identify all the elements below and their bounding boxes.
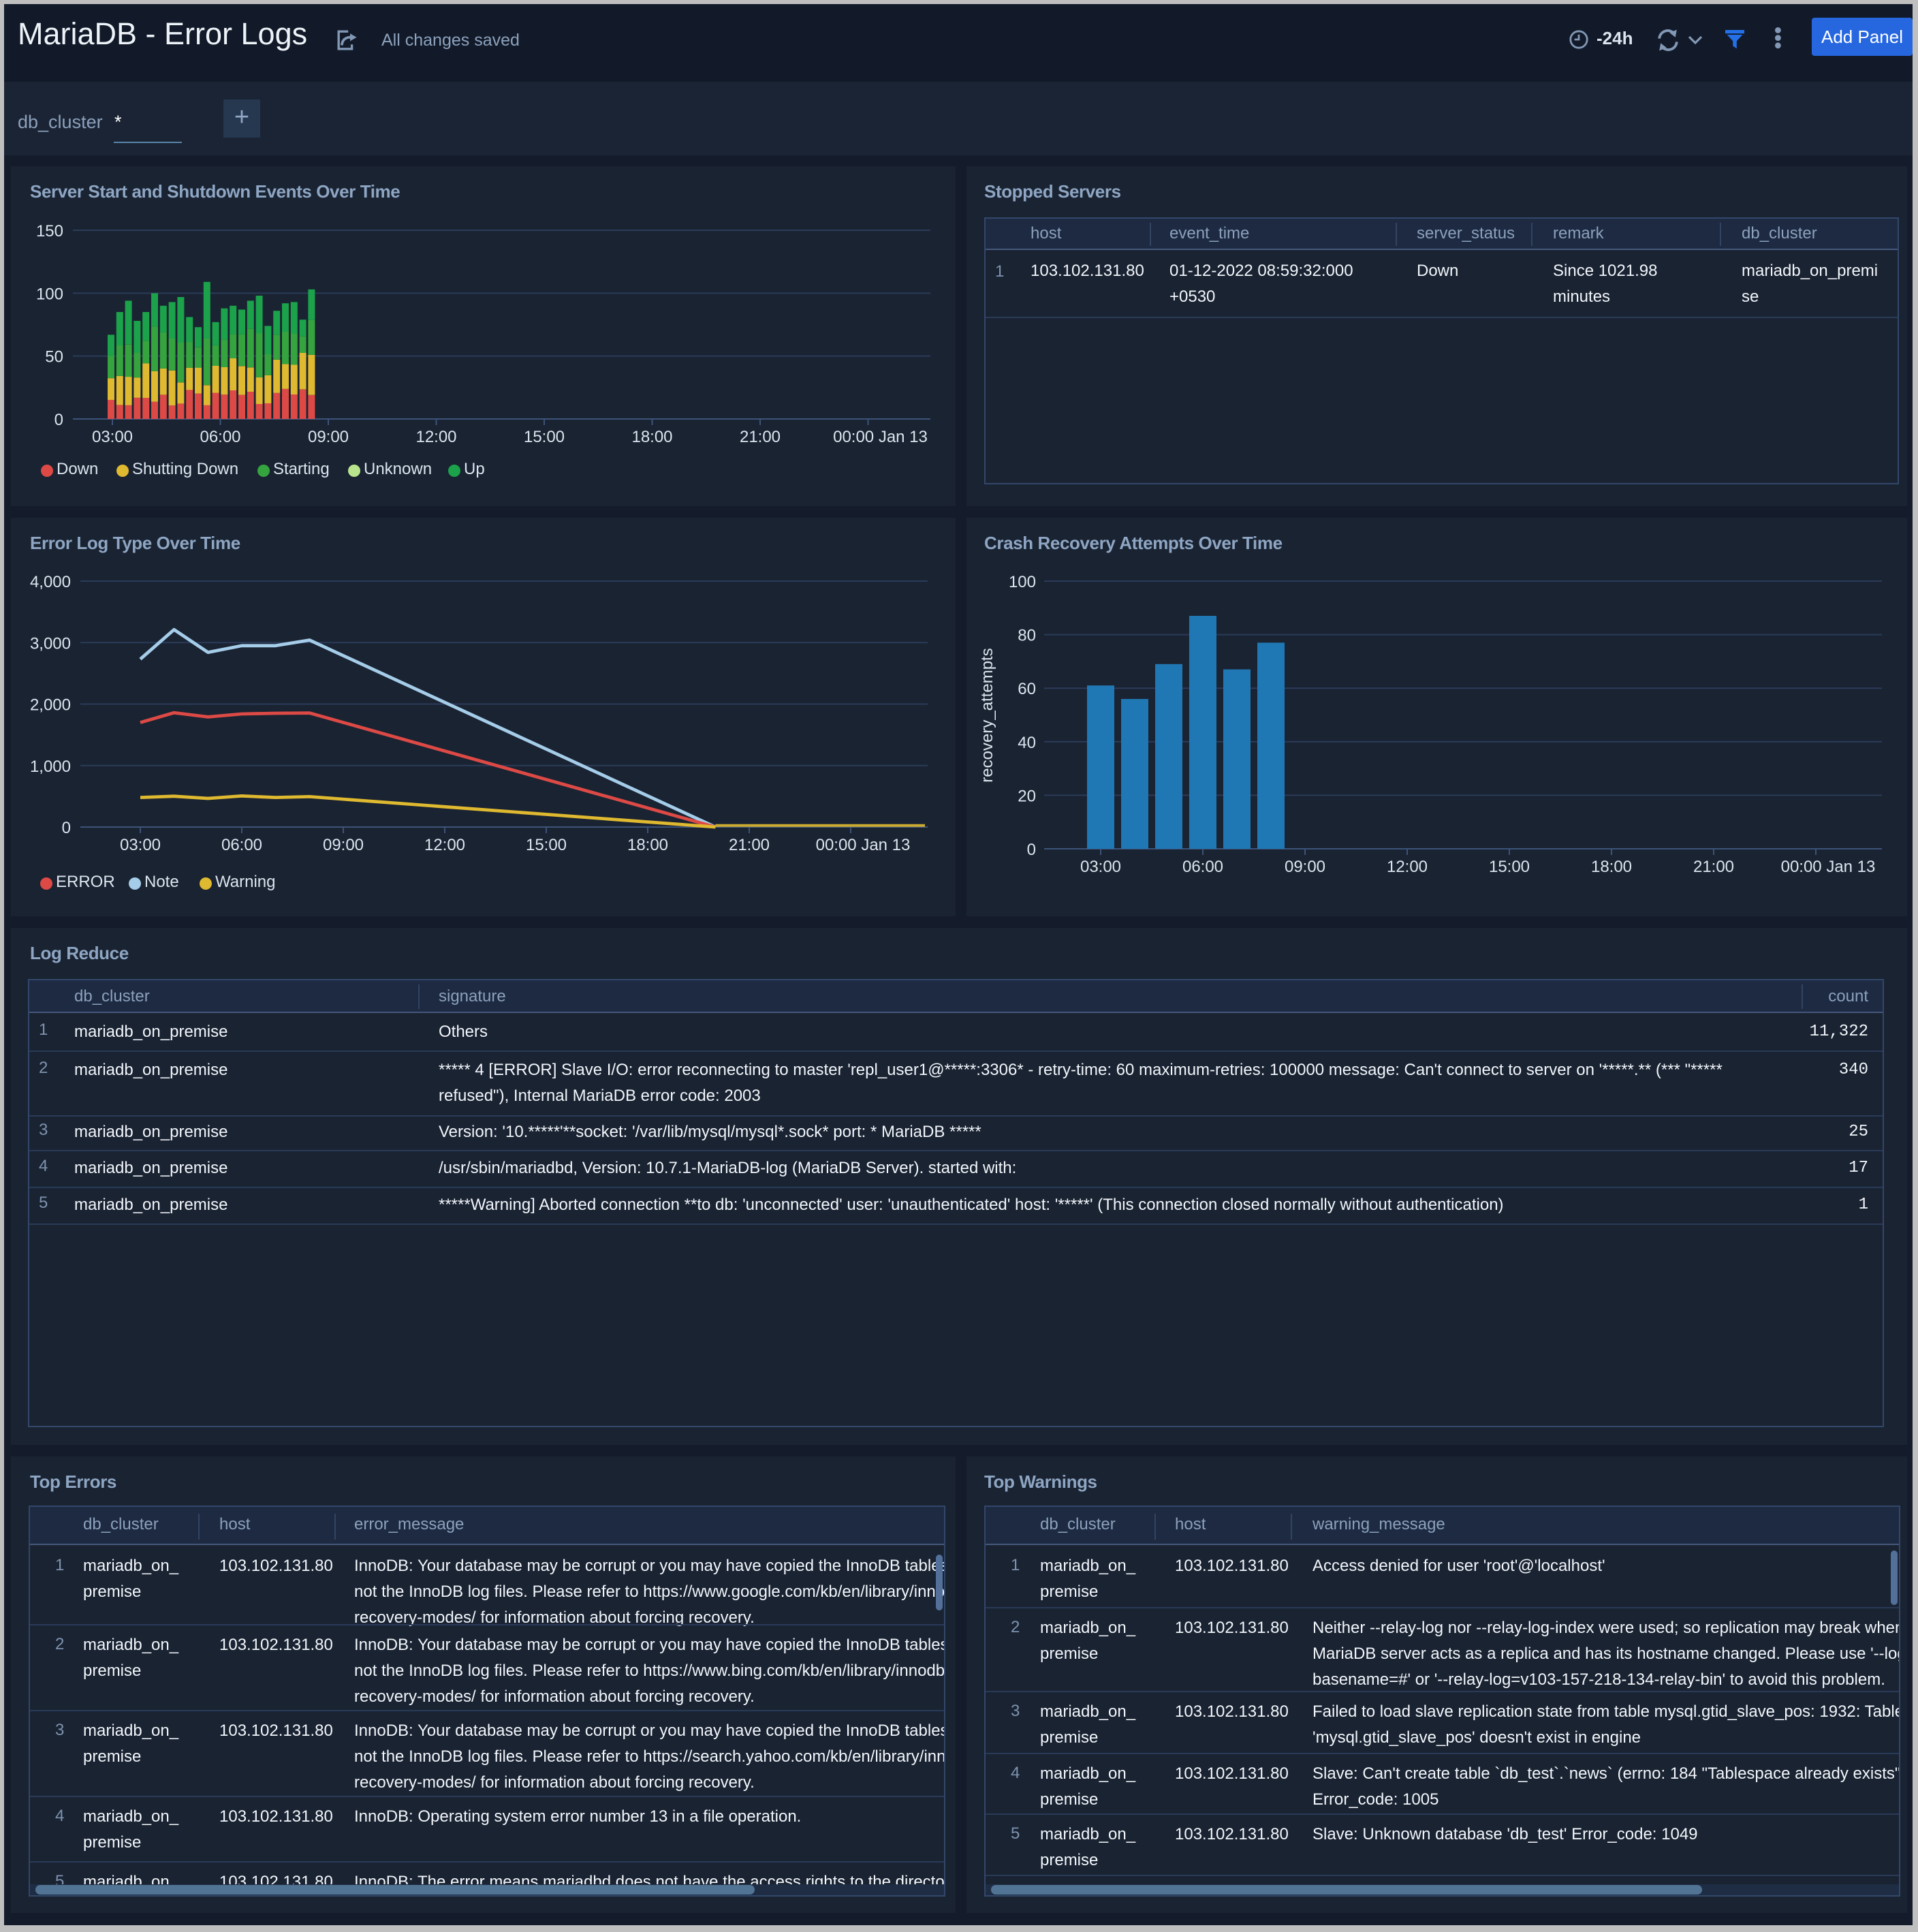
svg-text:18:00: 18:00 — [627, 836, 668, 854]
svg-text:03:00: 03:00 — [1080, 858, 1121, 876]
svg-text:09:00: 09:00 — [1285, 858, 1325, 876]
svg-text:20: 20 — [1018, 787, 1036, 805]
svg-text:60: 60 — [1018, 680, 1036, 698]
svg-text:3,000: 3,000 — [30, 634, 71, 653]
svg-text:15:00: 15:00 — [524, 428, 565, 446]
svg-text:00:00 Jan 13: 00:00 Jan 13 — [833, 428, 928, 446]
svg-text:12:00: 12:00 — [424, 836, 465, 854]
svg-text:12:00: 12:00 — [1387, 858, 1428, 876]
svg-text:4,000: 4,000 — [30, 573, 71, 591]
svg-text:18:00: 18:00 — [631, 428, 672, 446]
svg-text:03:00: 03:00 — [120, 836, 161, 854]
svg-text:0: 0 — [62, 819, 71, 837]
svg-text:0: 0 — [1027, 841, 1036, 859]
svg-text:00:00 Jan 13: 00:00 Jan 13 — [1781, 858, 1876, 876]
svg-text:06:00: 06:00 — [221, 836, 262, 854]
svg-text:12:00: 12:00 — [415, 428, 456, 446]
svg-text:09:00: 09:00 — [323, 836, 364, 854]
svg-text:15:00: 15:00 — [526, 836, 567, 854]
svg-text:150: 150 — [36, 222, 63, 240]
svg-text:21:00: 21:00 — [729, 836, 770, 854]
svg-text:09:00: 09:00 — [308, 428, 349, 446]
svg-text:00:00 Jan 13: 00:00 Jan 13 — [816, 836, 911, 854]
svg-text:21:00: 21:00 — [740, 428, 781, 446]
svg-text:0: 0 — [54, 411, 63, 429]
svg-text:15:00: 15:00 — [1489, 858, 1530, 876]
svg-text:50: 50 — [45, 348, 63, 367]
svg-text:18:00: 18:00 — [1591, 858, 1632, 876]
svg-text:recovery_attempts: recovery_attempts — [978, 648, 996, 782]
svg-text:80: 80 — [1018, 627, 1036, 645]
svg-text:100: 100 — [36, 285, 63, 303]
svg-text:1,000: 1,000 — [30, 758, 71, 776]
svg-text:2,000: 2,000 — [30, 696, 71, 715]
svg-text:06:00: 06:00 — [1182, 858, 1223, 876]
svg-text:100: 100 — [1009, 573, 1036, 591]
svg-text:06:00: 06:00 — [200, 428, 240, 446]
svg-text:21:00: 21:00 — [1693, 858, 1734, 876]
svg-text:03:00: 03:00 — [92, 428, 133, 446]
svg-text:40: 40 — [1018, 734, 1036, 752]
